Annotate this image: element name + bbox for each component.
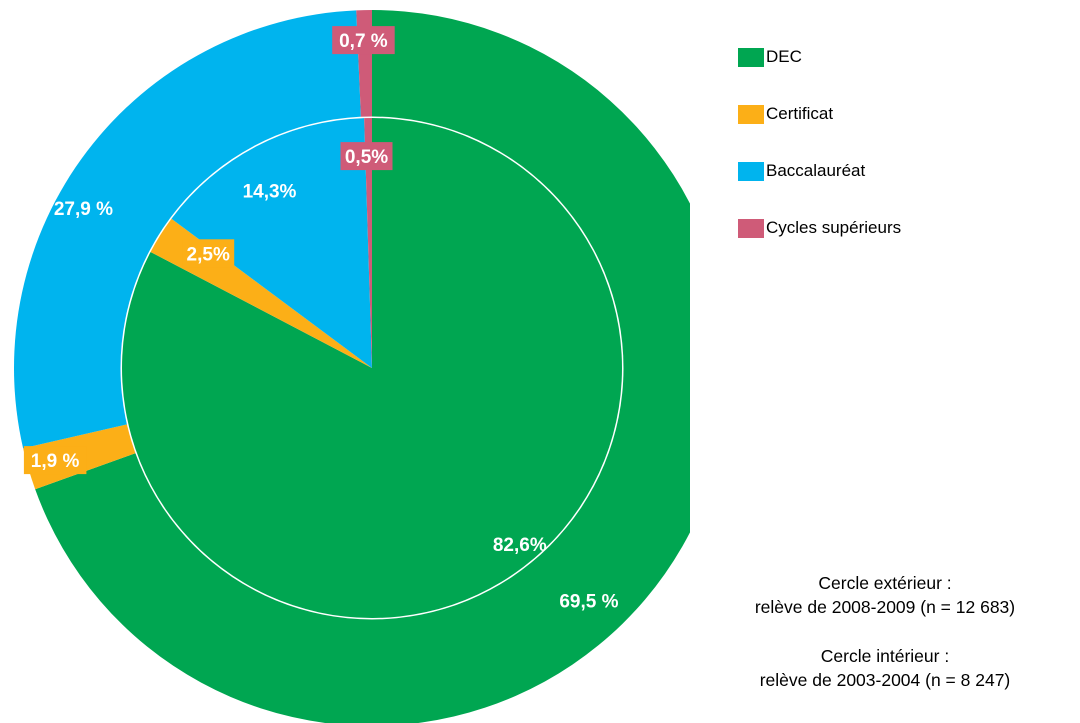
legend: DEC Certificat Baccalauréat Cycles supér… (738, 44, 901, 272)
legend-item-baccalaureat: Baccalauréat (738, 158, 901, 184)
legend-item-cycles-superieurs: Cycles supérieurs (738, 215, 901, 241)
outer-data-label-dec: 69,5 % (559, 592, 618, 613)
legend-label-baccalaureat: Baccalauréat (766, 161, 866, 180)
inner-data-label-baccalaureat: 14,3% (243, 182, 297, 203)
inner-slice-dec (122, 118, 623, 618)
outer-data-label-baccalaureat: 27,9 % (54, 199, 113, 220)
inner-data-label-dec: 82,6% (493, 535, 547, 556)
outer-ring-note-title: Cercle extérieur : (818, 573, 952, 593)
legend-label-certificat: Certificat (766, 104, 834, 123)
legend-swatch-dec (738, 47, 764, 67)
outer-ring-note: Cercle extérieur : relève de 2008-2009 (… (690, 571, 1080, 619)
outer-label-box-certificat (23, 446, 87, 475)
legend-swatch-cycles-superieurs (738, 218, 764, 238)
outer-ring-note-detail: relève de 2008-2009 (n = 12 683) (754, 597, 1016, 617)
inner-ring-note-title: Cercle intérieur : (820, 646, 950, 666)
inner-ring-note-detail: relève de 2003-2004 (n = 8 247) (759, 670, 1011, 690)
legend-label-cycles-superieurs: Cycles supérieurs (766, 218, 902, 237)
inner-slice-cycles-superieurs (364, 117, 372, 368)
inner-ring-note: Cercle intérieur : relève de 2003-2004 (… (690, 644, 1080, 692)
legend-swatch-baccalaureat (738, 161, 764, 181)
legend-item-dec: DEC (738, 44, 901, 70)
legend-swatch-certificat (738, 104, 764, 124)
inner-data-label-cycles-superieurs: 0,5% (345, 147, 388, 168)
inner-slice-baccalaureat (171, 118, 372, 369)
double-donut-chart: 69,5 % 1,9 % 27,9 % 0,7 % 82,6% 2,5% 14,3% 0,5% (14, 10, 690, 723)
outer-label-box-cycles-superieurs (332, 26, 395, 55)
outer-data-label-certificat: 1,9 % (31, 451, 80, 472)
inner-label-box-cycles-superieurs (340, 142, 393, 171)
outer-data-label-cycles-superieurs: 0,7 % (339, 31, 388, 52)
inner-label-box-certificat (182, 239, 235, 268)
legend-label-dec: DEC (766, 47, 802, 66)
legend-item-certificat: Certificat (738, 101, 901, 127)
inner-data-label-certificat: 2,5% (187, 244, 230, 265)
